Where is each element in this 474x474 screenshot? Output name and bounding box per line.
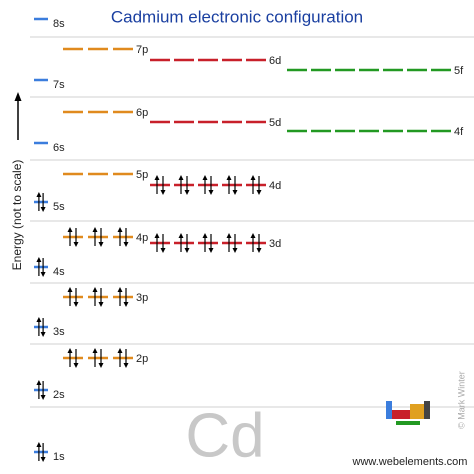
electron-down-head — [73, 242, 79, 247]
electron-up-head — [178, 175, 184, 180]
orbital-label: 2p — [136, 353, 148, 365]
electron-down-head — [98, 363, 104, 368]
orbital-label: 2s — [53, 389, 65, 401]
logo-block — [410, 404, 424, 419]
electron-down-head — [40, 332, 46, 337]
electron-down-head — [184, 190, 190, 195]
electron-up-head — [202, 175, 208, 180]
orbital — [34, 317, 48, 337]
electron-down-head — [184, 248, 190, 253]
electron-up-head — [250, 175, 256, 180]
electron-down-head — [98, 302, 104, 307]
electron-up-head — [92, 227, 98, 232]
logo-block — [396, 421, 420, 425]
orbital-label: 4f — [454, 126, 464, 138]
electron-down-head — [123, 302, 129, 307]
orbital — [150, 175, 266, 195]
electron-up-head — [67, 227, 73, 232]
electron-down-head — [40, 457, 46, 462]
orbital-label: 3s — [53, 326, 65, 338]
energy-arrowhead — [14, 92, 22, 101]
electron-up-head — [36, 380, 42, 385]
orbital — [34, 442, 48, 462]
orbital-label: 4s — [53, 266, 65, 278]
electron-down-head — [123, 363, 129, 368]
electron-down-head — [73, 302, 79, 307]
electron-up-head — [36, 317, 42, 322]
orbital-label: 8s — [53, 18, 65, 30]
logo — [386, 401, 430, 425]
orbital-label: 7s — [53, 79, 65, 91]
orbital-label: 3d — [269, 238, 281, 250]
electron-up-head — [154, 175, 160, 180]
credit: © Mark Winter — [456, 371, 466, 429]
orbital-label: 6d — [269, 55, 281, 67]
electron-up-head — [92, 348, 98, 353]
electron-down-head — [160, 248, 166, 253]
orbital-label: 5f — [454, 65, 464, 77]
electron-down-head — [232, 190, 238, 195]
separators — [30, 36, 474, 408]
electron-up-head — [67, 287, 73, 292]
orbital-label: 3p — [136, 292, 148, 304]
electron-down-head — [256, 248, 262, 253]
electron-down-head — [232, 248, 238, 253]
element-symbol: Cd — [185, 401, 264, 470]
electron-up-head — [154, 233, 160, 238]
electron-up-head — [36, 192, 42, 197]
electron-down-head — [40, 272, 46, 277]
orbital — [63, 227, 133, 247]
orbital-label: 5p — [136, 169, 148, 181]
electron-down-head — [208, 190, 214, 195]
title: Cadmium electronic configuration — [111, 7, 363, 26]
electron-up-head — [117, 348, 123, 353]
electron-up-head — [67, 348, 73, 353]
orbital — [63, 287, 133, 307]
electron-up-head — [178, 233, 184, 238]
electron-down-head — [123, 242, 129, 247]
website: www.webelements.com — [352, 456, 468, 468]
logo-block — [386, 401, 392, 419]
electron-up-head — [36, 257, 42, 262]
electron-up-head — [250, 233, 256, 238]
electron-up-head — [36, 442, 42, 447]
electron-up-head — [117, 227, 123, 232]
electron-down-head — [40, 207, 46, 212]
electron-down-head — [208, 248, 214, 253]
orbital — [63, 348, 133, 368]
orbital-label: 5d — [269, 117, 281, 129]
orbital — [150, 233, 266, 253]
axis-label: Energy (not to scale) — [10, 160, 24, 271]
logo-block — [392, 410, 410, 419]
electron-down-head — [73, 363, 79, 368]
electron-down-head — [98, 242, 104, 247]
electron-down-head — [160, 190, 166, 195]
orbital-label: 5s — [53, 201, 65, 213]
electron-up-head — [92, 287, 98, 292]
electron-up-head — [226, 233, 232, 238]
electron-up-head — [226, 175, 232, 180]
orbital-label: 4p — [136, 232, 148, 244]
electron-up-head — [202, 233, 208, 238]
orbital-label: 6p — [136, 107, 148, 119]
orbital — [34, 257, 48, 277]
orbital — [34, 192, 48, 212]
orbital-label: 6s — [53, 142, 65, 154]
orbital-label: 1s — [53, 451, 65, 463]
orbital — [34, 380, 48, 400]
orbital-label: 7p — [136, 44, 148, 56]
electron-down-head — [40, 395, 46, 400]
electron-down-head — [256, 190, 262, 195]
logo-block — [424, 401, 430, 419]
electron-up-head — [117, 287, 123, 292]
orbital-label: 4d — [269, 180, 281, 192]
